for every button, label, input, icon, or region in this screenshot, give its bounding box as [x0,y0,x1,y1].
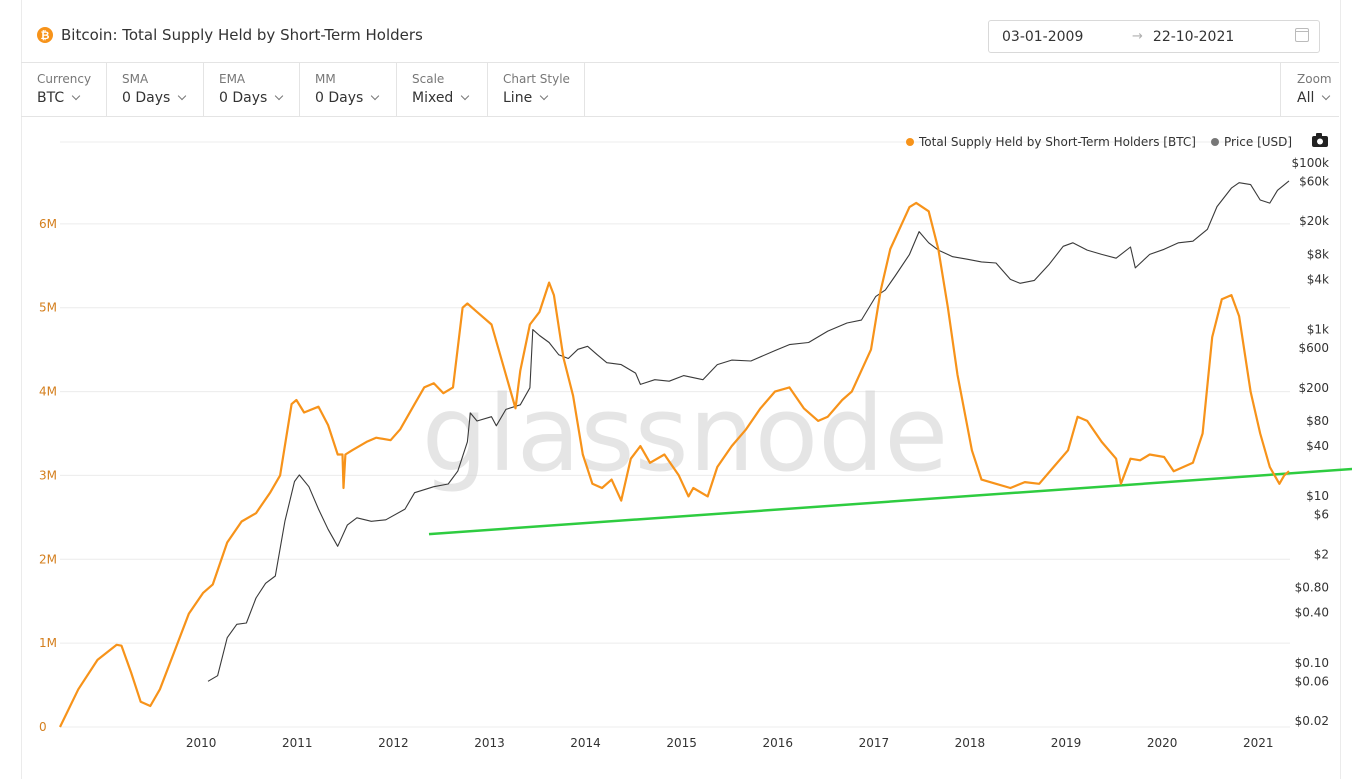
y-right-tick-label: $200 [1298,381,1329,395]
zoom-select[interactable]: Zoom All [1280,63,1340,116]
y-right-tick-label: $40 [1306,439,1329,453]
y-left-tick-label: 1M [39,636,57,650]
series-line-price [207,180,1290,682]
legend-label-supply[interactable]: Total Supply Held by Short-Term Holders … [918,135,1196,149]
mm-label: MM [315,72,336,86]
scale-label: Scale [412,72,445,86]
chart-style-value-text: Line [503,90,533,106]
y-right-tick-label: $1k [1307,323,1329,337]
x-tick-label: 2011 [282,736,313,750]
sma-value: 0 Days [122,90,187,106]
date-range-picker[interactable]: 03-01-2009 → 22-10-2021 [988,20,1320,53]
x-tick-label: 2017 [859,736,890,750]
y-right-tick-label: $600 [1298,341,1329,355]
y-left-tick-label: 5M [39,301,57,315]
y-left-tick-label: 6M [39,217,57,231]
y-right-tick-label: $4k [1307,272,1329,286]
chart-style-select[interactable]: Chart Style Line [487,63,585,116]
x-tick-label: 2020 [1147,736,1178,750]
y-right-tick-label: $2 [1314,547,1329,561]
y-right-tick-label: $8k [1307,247,1329,261]
legend-label-price[interactable]: Price [USD] [1224,135,1292,149]
x-tick-label: 2013 [474,736,505,750]
scale-value-text: Mixed [412,90,454,106]
camera-icon[interactable] [1312,133,1328,147]
arrow-right-icon: → [1132,29,1143,44]
y-right-tick-label: $80 [1306,414,1329,428]
x-tick-label: 2018 [955,736,986,750]
zoom-value-text: All [1297,90,1315,106]
x-tick-label: 2012 [378,736,409,750]
y-right-tick-label: $20k [1299,214,1329,228]
ema-label: EMA [219,72,246,86]
watermark: glassnode [422,373,949,495]
x-tick-label: 2019 [1051,736,1082,750]
sma-select[interactable]: SMA 0 Days [106,63,204,116]
mm-value: 0 Days [315,90,380,106]
zoom-value: All [1297,90,1331,106]
ema-value: 0 Days [219,90,284,106]
currency-label: Currency [37,72,92,86]
y-right-tick-label: $0.06 [1295,674,1329,688]
date-to[interactable]: 22-10-2021 [1152,28,1235,45]
y-right-tick-label: $0.10 [1295,656,1329,670]
x-tick-label: 2010 [186,736,217,750]
x-tick-label: 2015 [666,736,697,750]
y-right-tick-label: $0.40 [1295,606,1329,620]
bitcoin-icon: ₿ [37,27,53,43]
calendar-icon[interactable] [1295,28,1309,42]
chart-style-value: Line [503,90,549,106]
sma-label: SMA [122,72,149,86]
currency-value-text: BTC [37,90,65,106]
mm-value-text: 0 Days [315,90,364,106]
title-group: ₿ Bitcoin: Total Supply Held by Short-Te… [37,26,423,44]
currency-select[interactable]: Currency BTC [21,63,107,116]
chart-style-label: Chart Style [503,72,570,86]
x-tick-label: 2016 [762,736,793,750]
scale-select[interactable]: Scale Mixed [396,63,488,116]
trendline [428,467,1352,536]
legend-swatch-price [1211,138,1219,146]
legend: Total Supply Held by Short-Term Holders … [906,133,1328,149]
zoom-label: Zoom [1297,72,1332,86]
y-left-tick-label: 0 [39,720,47,734]
series-layer [59,180,1352,728]
y-right-tick-label: $100k [1292,156,1330,170]
mm-select[interactable]: MM 0 Days [299,63,397,116]
axes-layer: 0 1M 2M 3M 4M 5M 6M $0.02 $0.06 $0.10 $0.40 $0.80 $2… [39,156,1329,750]
y-right-tick-label: $0.02 [1295,714,1329,728]
chart-header: ₿ Bitcoin: Total Supply Held by Short-Te… [21,0,1339,63]
grid-lines [60,141,1290,728]
y-left-tick-label: 4M [39,385,57,399]
series-line-supply [59,201,1290,728]
page-title: Bitcoin: Total Supply Held by Short-Term… [61,26,423,44]
y-right-tick-label: $10 [1306,489,1329,503]
y-left-tick-label: 3M [39,468,57,482]
scale-value: Mixed [412,90,470,106]
y-right-tick-label: $0.80 [1295,581,1329,595]
chart-frame [21,0,1341,779]
legend-swatch-supply [906,138,914,146]
ema-value-text: 0 Days [219,90,268,106]
date-from[interactable]: 03-01-2009 [1002,28,1084,45]
y-left-tick-label: 2M [39,552,57,566]
sma-value-text: 0 Days [122,90,171,106]
x-tick-label: 2021 [1243,736,1274,750]
x-tick-label: 2014 [570,736,601,750]
ema-select[interactable]: EMA 0 Days [203,63,300,116]
y-right-tick-label: $6 [1314,508,1329,522]
chart-toolbar: Currency BTC SMA 0 Days EMA 0 Days MM 0 … [21,63,1339,117]
currency-value: BTC [37,90,81,106]
y-right-tick-label: $60k [1299,174,1329,188]
